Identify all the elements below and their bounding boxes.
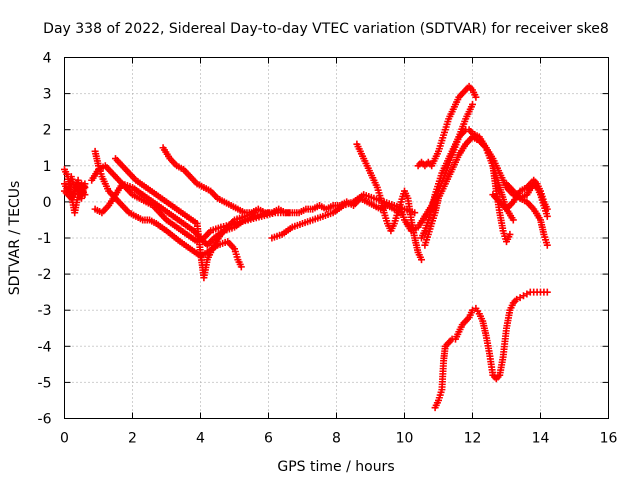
- series-8: [159, 144, 405, 217]
- data-point: [543, 288, 551, 296]
- x-tick-label: 0: [60, 431, 69, 447]
- series-4: [91, 147, 245, 271]
- data-point: [472, 93, 480, 101]
- data-point: [81, 191, 89, 199]
- series-3: [61, 180, 89, 202]
- data-point: [543, 241, 551, 249]
- x-axis-label: GPS time / hours: [277, 459, 394, 475]
- y-tick-label: -3: [38, 303, 52, 319]
- series-18: [431, 288, 551, 412]
- grid-lines: [64, 57, 609, 419]
- x-tick-label: 6: [264, 431, 273, 447]
- x-tick-label: 16: [600, 431, 618, 447]
- chart-title: Day 338 of 2022, Sidereal Day-to-day VTE…: [43, 21, 609, 37]
- data-point: [469, 100, 476, 108]
- data-points: [61, 82, 551, 412]
- y-tick-label: -2: [38, 267, 52, 283]
- data-point: [509, 216, 517, 224]
- series-17: [489, 176, 551, 213]
- data-point: [543, 212, 551, 220]
- series-12: [414, 82, 480, 170]
- y-tick-label: 0: [43, 195, 52, 211]
- y-tick-label: -5: [38, 375, 52, 391]
- y-axis-label: SDTVAR / TECUs: [7, 181, 23, 296]
- x-tick-label: 12: [464, 431, 482, 447]
- series-10: [353, 140, 425, 264]
- x-tick-label: 10: [396, 431, 414, 447]
- y-tick-label: 2: [43, 123, 52, 139]
- data-point: [237, 263, 245, 271]
- data-point: [418, 256, 425, 264]
- y-tick-label: -4: [38, 339, 52, 355]
- x-tick-label: 14: [532, 431, 550, 447]
- y-tick-label: 1: [43, 159, 52, 175]
- x-tick-label: 4: [196, 431, 205, 447]
- y-tick-label: -6: [38, 412, 52, 428]
- data-point: [506, 230, 514, 238]
- series-6: [91, 180, 272, 249]
- x-tick-label: 2: [128, 431, 137, 447]
- y-tick-label: -1: [38, 231, 52, 247]
- x-tick-label: 8: [332, 431, 341, 447]
- series-7: [112, 155, 259, 282]
- series-9: [268, 191, 419, 242]
- data-point: [411, 209, 419, 217]
- y-tick-label: 4: [43, 51, 52, 67]
- data-point: [543, 205, 551, 213]
- y-tick-label: 3: [43, 87, 52, 103]
- data-point: [81, 180, 89, 188]
